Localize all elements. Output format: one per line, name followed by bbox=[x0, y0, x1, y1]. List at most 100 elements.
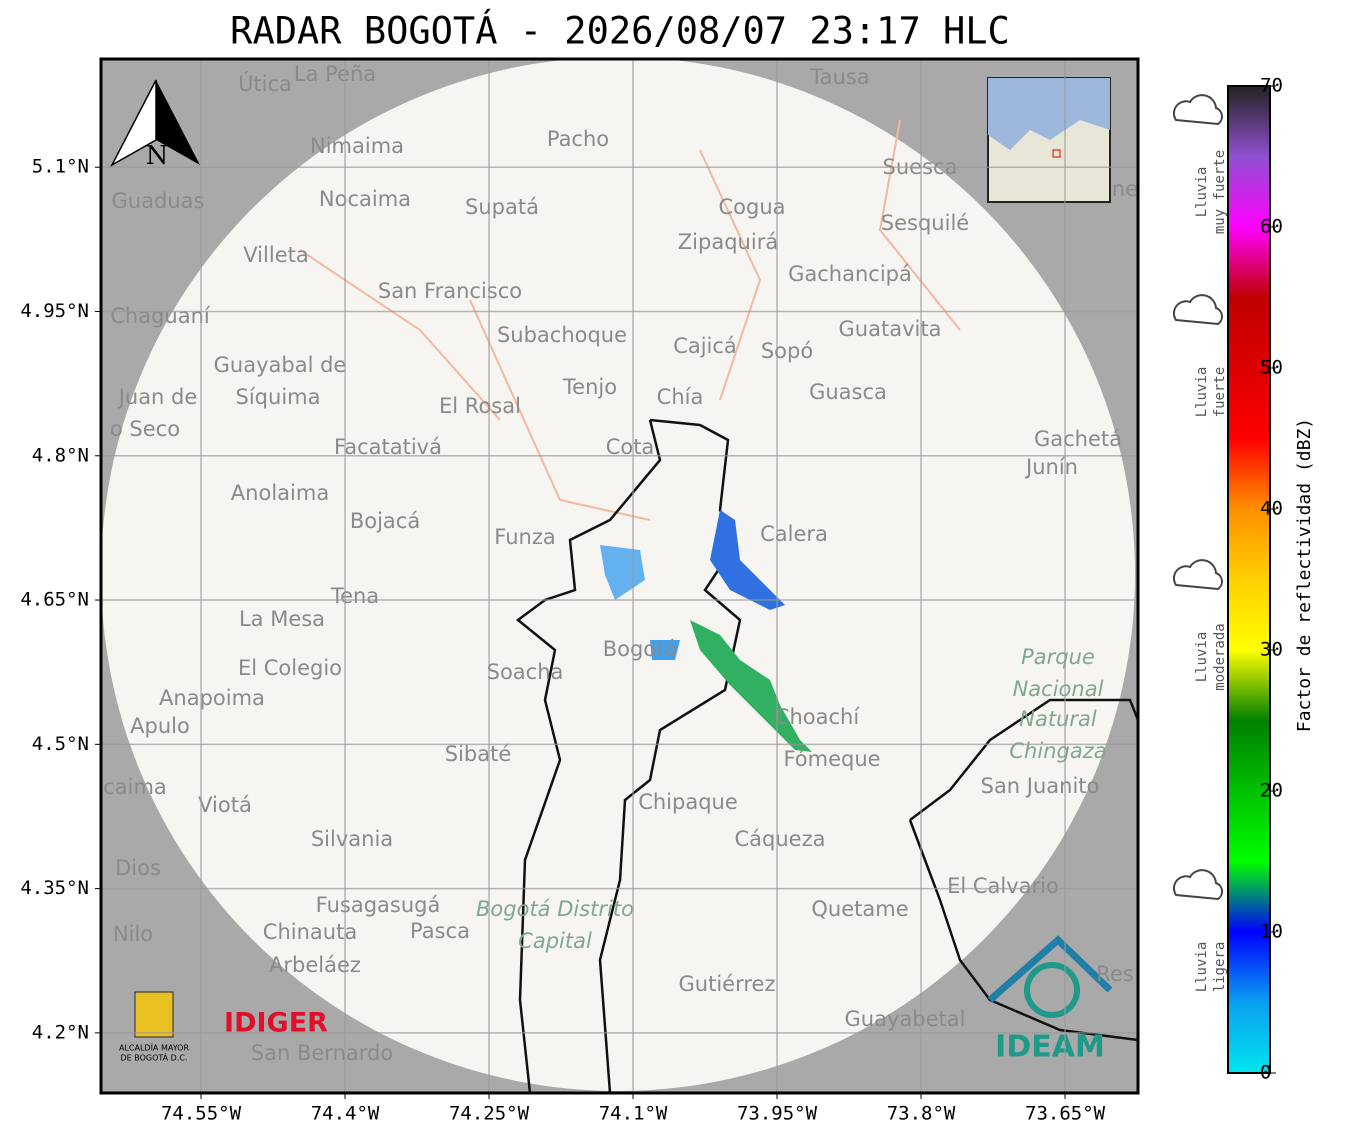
place-label: Tausa bbox=[809, 65, 869, 89]
weather-icon bbox=[1173, 94, 1223, 126]
radar-echo bbox=[650, 640, 680, 660]
place-label: Cáqueza bbox=[735, 827, 826, 851]
y-tick-label: 4.8°N bbox=[32, 444, 89, 466]
place-label: Anapoima bbox=[159, 686, 265, 710]
colorbar-label: Factor de reflectividad (dBZ) bbox=[1294, 418, 1315, 732]
place-label: Tena bbox=[330, 584, 379, 608]
place-label: Dios bbox=[115, 856, 161, 880]
logo-text: IDIGER bbox=[224, 1008, 328, 1039]
place-label: Guayabetal bbox=[845, 1007, 966, 1031]
place-label: Junín bbox=[1024, 455, 1078, 479]
place-label: Gachancipá bbox=[788, 262, 912, 286]
place-label: Fómeque bbox=[783, 747, 880, 771]
radar-echo bbox=[710, 510, 785, 610]
y-tick-label: 5.1°N bbox=[32, 156, 89, 178]
place-label: Sesquilé bbox=[881, 211, 969, 235]
place-label: Nilo bbox=[113, 922, 153, 946]
place-label: Res bbox=[1096, 962, 1134, 986]
x-tick-label: 74.4°W bbox=[311, 1103, 380, 1125]
place-label: Viotá bbox=[198, 793, 252, 817]
place-label: Arbeláez bbox=[269, 953, 361, 977]
x-tick-label: 73.95°W bbox=[737, 1103, 818, 1125]
colorbar-tick-label: 60 bbox=[1260, 216, 1283, 238]
y-tick-label: 4.2°N bbox=[32, 1021, 89, 1043]
place-labels: Útica La Peña Tausa Pacho Nimaima Guaduas Noca… bbox=[103, 62, 1138, 1065]
place-label: Zipaquirá bbox=[678, 230, 778, 254]
y-tick-label: 4.5°N bbox=[32, 733, 89, 755]
park-label: Capital bbox=[518, 929, 592, 953]
place-label: El Rosal bbox=[439, 394, 521, 418]
x-tick-label: 74.1°W bbox=[599, 1103, 668, 1125]
place-label: Tenjo bbox=[562, 375, 617, 399]
x-tick-label: 74.55°W bbox=[161, 1103, 242, 1125]
logo-icon bbox=[1024, 962, 1080, 1018]
colorbar-tick-label: 0 bbox=[1260, 1062, 1271, 1084]
place-label: Subachoque bbox=[497, 323, 627, 347]
place-label: Chía bbox=[657, 385, 704, 409]
logo-text: ALCALDÍA MAYOR bbox=[119, 1042, 189, 1053]
place-label: Útica bbox=[238, 71, 292, 96]
place-label: Guaduas bbox=[112, 189, 205, 213]
park-label: Nacional bbox=[1013, 677, 1104, 701]
colorbar-tick-label: 50 bbox=[1260, 357, 1283, 379]
place-label: Silvania bbox=[311, 827, 393, 851]
intensity-label: Lluvia bbox=[1194, 167, 1210, 218]
intensity-label: moderada bbox=[1212, 623, 1228, 690]
place-label: Sibaté bbox=[445, 742, 512, 766]
place-label: caima bbox=[103, 775, 167, 799]
grid bbox=[101, 59, 1138, 1093]
colorbar-tick-label: 30 bbox=[1260, 639, 1283, 661]
place-label: Síquima bbox=[236, 385, 321, 409]
place-label: Cajicá bbox=[673, 334, 737, 358]
place-label: Chaguaní bbox=[110, 304, 211, 328]
weather-icon bbox=[1173, 559, 1223, 591]
y-tick-label: 4.95°N bbox=[20, 300, 89, 322]
place-label: Apulo bbox=[130, 714, 190, 738]
place-label: Chinauta bbox=[263, 920, 357, 944]
place-label: Choachí bbox=[775, 705, 861, 729]
place-label: La Peña bbox=[294, 62, 376, 86]
place-label: Chipaque bbox=[638, 790, 738, 814]
compass-label: N bbox=[146, 141, 169, 171]
place-label: Bojacá bbox=[350, 509, 420, 533]
park-label: Bogotá Distrito bbox=[476, 897, 634, 921]
inset-sea bbox=[988, 78, 1110, 150]
place-label: La Mesa bbox=[239, 607, 325, 631]
weather-icon bbox=[1173, 294, 1223, 326]
place-label: o Seco bbox=[110, 417, 180, 441]
logo-icon bbox=[987, 935, 1113, 1003]
roads bbox=[299, 119, 961, 521]
place-label: El Calvario bbox=[947, 874, 1059, 898]
place-label: Villeta bbox=[243, 243, 308, 267]
colorbar-tick-label: 70 bbox=[1260, 75, 1283, 97]
place-label: El Colegio bbox=[238, 656, 342, 680]
place-label: San Bernardo bbox=[251, 1041, 393, 1065]
place-label: Guasca bbox=[809, 380, 887, 404]
department-boundary bbox=[908, 698, 1138, 1042]
colorbar-tick-label: 40 bbox=[1260, 498, 1283, 520]
place-label: Gutiérrez bbox=[679, 972, 776, 996]
place-label: Fusagasugá bbox=[316, 893, 441, 917]
place-label: ne bbox=[1112, 177, 1138, 201]
place-label: Facatativá bbox=[334, 435, 442, 459]
map: N IDIGER IDEAM ALCALDÍA MAYOR DE BOGOTÁ … bbox=[101, 59, 1138, 1093]
intensity-label: fuerte bbox=[1212, 367, 1228, 418]
x-tick-label: 73.65°W bbox=[1025, 1103, 1106, 1125]
intensity-label: Lluvia bbox=[1194, 942, 1210, 993]
place-label: Cogua bbox=[718, 195, 785, 219]
radar-echo bbox=[690, 620, 812, 752]
x-tick-label: 74.25°W bbox=[449, 1103, 530, 1125]
y-tick-label: 4.65°N bbox=[20, 589, 89, 611]
intensity-label: Lluvia bbox=[1194, 632, 1210, 683]
place-label: Supatá bbox=[465, 195, 539, 219]
colorbar-tick-label: 10 bbox=[1260, 921, 1283, 943]
place-label: Sopó bbox=[761, 339, 813, 363]
x-tick-label: 73.8°W bbox=[887, 1103, 956, 1125]
map-frame bbox=[99, 57, 1140, 1095]
weather-icon bbox=[1173, 869, 1223, 901]
logo-icon bbox=[134, 991, 174, 1038]
place-label: Juan de bbox=[117, 385, 198, 409]
logo-text: IDEAM bbox=[995, 1030, 1105, 1065]
y-tick-label: 4.35°N bbox=[20, 877, 89, 899]
